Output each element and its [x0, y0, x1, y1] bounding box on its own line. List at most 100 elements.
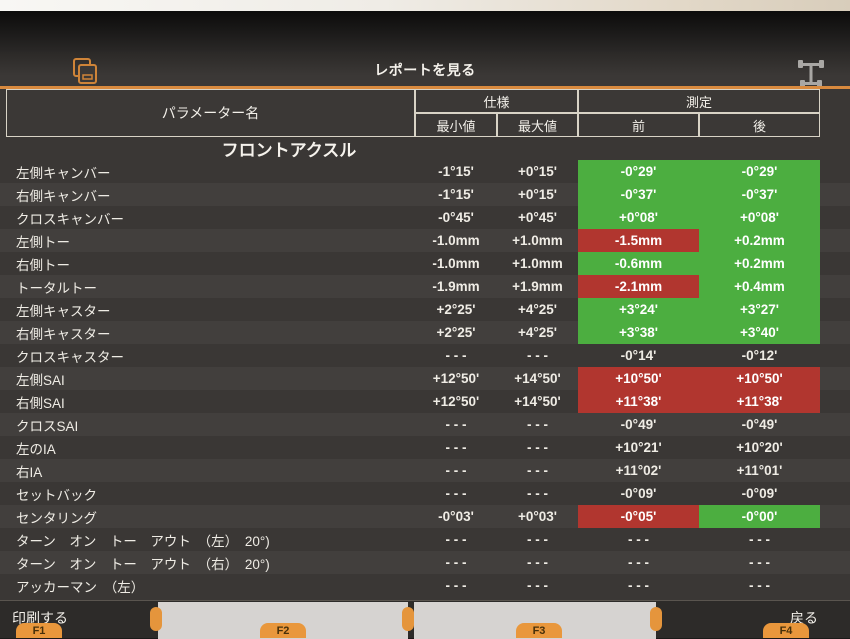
function-key-bar: 印刷する 戻る F1 F2 F3 F4 — [0, 600, 850, 639]
measured-rear-value: -0°09' — [741, 486, 778, 501]
parameter-name: ターン オン トー アウト （右） 20°) — [16, 556, 270, 572]
spec-min-value: +12°50' — [432, 371, 480, 386]
spec-max-value: +0°15' — [517, 164, 558, 179]
fkey-f2-tab[interactable]: F2 — [260, 623, 306, 638]
measured-front-value: +3°38' — [578, 321, 699, 344]
fkey-f3-tab[interactable]: F3 — [516, 623, 562, 638]
table-row: 左側SAI +12°50' +14°50' +10°50' +10°50' — [0, 367, 850, 390]
measured-rear-value: +11°01' — [736, 463, 783, 478]
measured-rear-value: - - - — [749, 578, 770, 593]
table-row: 右側トー -1.0mm +1.0mm -0.6mm +0.2mm — [0, 252, 850, 275]
table-row: 左側トー -1.0mm +1.0mm -1.5mm +0.2mm — [0, 229, 850, 252]
measured-rear-value: +0.2mm — [699, 252, 820, 275]
measured-front-value: - - - — [628, 532, 649, 547]
measured-rear-value: +0.2mm — [699, 229, 820, 252]
parameter-name: 左のIA — [16, 441, 56, 457]
back-button[interactable]: 戻る — [790, 610, 818, 626]
measured-front-value: -2.1mm — [578, 275, 699, 298]
spec-min-value: - - - — [445, 348, 467, 363]
measured-rear-value: - - - — [749, 555, 770, 570]
alignment-report-screen: レポートを見る パラメーター名 仕様 測定 最小値 最大値 前 後 — [0, 52, 850, 639]
panel-connector — [650, 607, 662, 631]
fkey-f1-tab[interactable]: F1 — [16, 623, 62, 638]
measured-rear-value: -0°37' — [699, 183, 820, 206]
spec-min-value: - - - — [445, 417, 467, 432]
parameter-name: クロスキャンバー — [16, 211, 124, 227]
page-title: レポートを見る — [374, 62, 476, 78]
header-min: 最小値 — [415, 113, 497, 137]
table-row: トータルトー -1.9mm +1.9mm -2.1mm +0.4mm — [0, 275, 850, 298]
table-row: クロスキャスター - - - - - - -0°14' -0°12' — [0, 344, 850, 367]
section-title: フロントアクスル — [221, 141, 357, 160]
parameter-name: クロスキャスター — [16, 349, 124, 365]
measured-rear-value: +10°20' — [736, 440, 783, 455]
table-row: 右側キャンバー -1°15' +0°15' -0°37' -0°37' — [0, 183, 850, 206]
table-row: ターン オン トー アウト （右） 20°) - - - - - - - - -… — [0, 551, 850, 574]
table-row: クロスキャンバー -0°45' +0°45' +0°08' +0°08' — [0, 206, 850, 229]
spec-max-value: - - - — [527, 348, 548, 363]
header-rear: 後 — [699, 113, 820, 137]
spec-max-value: - - - — [527, 463, 548, 478]
measured-front-value: +11°02' — [615, 463, 662, 478]
parameter-name: 左側キャンバー — [16, 165, 111, 181]
accent-divider — [0, 86, 850, 89]
monitor-bezel — [0, 11, 850, 52]
parameter-name: 左側SAI — [16, 372, 65, 388]
spec-min-value: -1.0mm — [432, 233, 480, 248]
spec-max-value: +0°15' — [517, 187, 558, 202]
spec-max-value: +1.0mm — [512, 256, 563, 271]
spec-max-value: - - - — [527, 555, 548, 570]
parameter-name: 左側キャスター — [16, 303, 111, 319]
print-button[interactable]: 印刷する — [12, 610, 68, 626]
spec-max-value: +0°03' — [517, 509, 558, 524]
spec-min-value: - - - — [445, 555, 467, 570]
measured-rear-value: +3°27' — [699, 298, 820, 321]
measured-front-value: +3°24' — [578, 298, 699, 321]
table-row: セットバック - - - - - - -0°09' -0°09' — [0, 482, 850, 505]
table-row: 右IA - - - - - - +11°02' +11°01' — [0, 459, 850, 482]
fkey-f4-tab[interactable]: F4 — [763, 623, 809, 638]
parameter-name: セットバック — [16, 487, 97, 503]
panel-connector — [150, 607, 162, 631]
parameter-name: アッカーマン （左） — [16, 579, 145, 595]
measured-rear-value: - - - — [749, 532, 770, 547]
spec-min-value: -1.0mm — [432, 256, 480, 271]
measured-front-value: -0°09' — [620, 486, 657, 501]
measured-rear-value: -0°12' — [741, 348, 778, 363]
parameter-name: 右IA — [16, 464, 43, 480]
spec-min-value: - - - — [445, 440, 467, 455]
table-row: クロスSAI - - - - - - -0°49' -0°49' — [0, 413, 850, 436]
panel-connector — [402, 607, 414, 631]
wall-background — [0, 0, 850, 11]
parameter-name: 右側SAI — [16, 395, 65, 411]
table-body: フロントアクスル 左側キャンバー -1°15' +0°15' -0°29' -0… — [0, 137, 850, 600]
table-row: 右側SAI +12°50' +14°50' +11°38' +11°38' — [0, 390, 850, 413]
spec-min-value: -0°45' — [438, 210, 474, 225]
header-front: 前 — [578, 113, 699, 137]
spec-max-value: +1.9mm — [512, 279, 563, 294]
measured-front-value: +11°38' — [578, 390, 699, 413]
spec-min-value: - - - — [445, 463, 467, 478]
table-row: 左側キャンバー -1°15' +0°15' -0°29' -0°29' — [0, 160, 850, 183]
spec-min-value: -1°15' — [438, 187, 474, 202]
table-header: パラメーター名 仕様 測定 最小値 最大値 前 後 — [0, 89, 850, 137]
measured-rear-value: +0.4mm — [699, 275, 820, 298]
report-pages-icon[interactable] — [70, 57, 100, 91]
spec-min-value: -1.9mm — [432, 279, 480, 294]
spec-min-value: -1°15' — [438, 164, 474, 179]
measured-front-value: -1.5mm — [578, 229, 699, 252]
title-bar: レポートを見る — [0, 52, 850, 88]
table-row: 左側キャスター +2°25' +4°25' +3°24' +3°27' — [0, 298, 850, 321]
spec-max-value: +1.0mm — [512, 233, 563, 248]
measured-rear-value: -0°00' — [699, 505, 820, 528]
parameter-name: 左側トー — [16, 234, 70, 250]
measured-rear-value: -0°49' — [741, 417, 778, 432]
spec-min-value: -0°03' — [438, 509, 474, 524]
parameter-name: 右側キャンバー — [16, 188, 111, 204]
parameter-name: トータルトー — [16, 280, 97, 296]
parameter-name: クロスSAI — [16, 418, 79, 434]
table-row: 左のIA - - - - - - +10°21' +10°20' — [0, 436, 850, 459]
spec-min-value: - - - — [445, 578, 467, 593]
spec-min-value: - - - — [445, 486, 467, 501]
table-row: 右側キャスター +2°25' +4°25' +3°38' +3°40' — [0, 321, 850, 344]
